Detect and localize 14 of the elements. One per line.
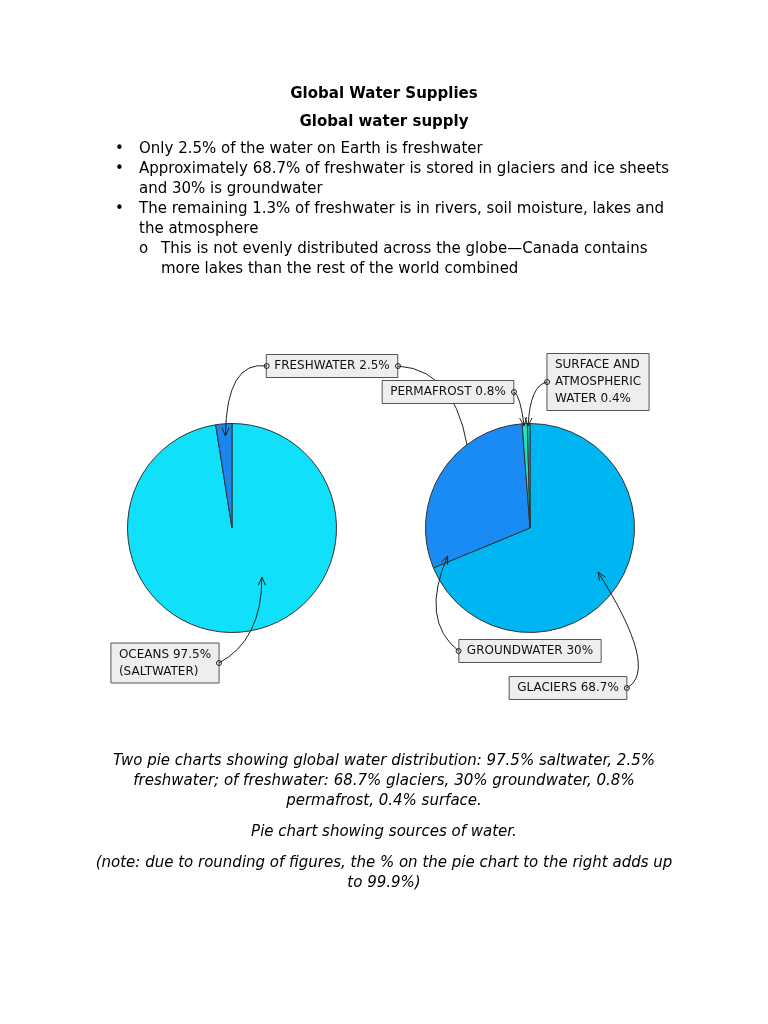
text: (note: due to rounding of figures, the % on the pie chart to the right adds up to 99.9%) <box>94 852 674 892</box>
slice-label: PERMAFROST 0.8% <box>390 384 506 399</box>
text: Two pie charts showing global water distribution: 97.5% saltwater, 2.5% freshwater; of freshwater: 68.7% glaciers, 30% groundwater, 0.8% permafrost, 0.4% surface. <box>112 750 656 810</box>
slice-label: SURFACE AND ATMOSPHERIC WATER 0.4% <box>554 357 642 406</box>
chart-title: Global Water Supplies <box>289 84 479 102</box>
text: o This is not evenly distributed across the globe—Canada contains more lakes than the rest of the world combined <box>139 238 648 277</box>
text: • Approximately 68.7% of freshwater is stored in glaciers and ice sheets and 30% is groundwater <box>115 158 670 197</box>
chart-subtitle: Global water supply <box>298 112 470 130</box>
slice-label: GROUNDWATER 30% <box>466 643 594 658</box>
text: • Only 2.5% of the water on Earth is freshwater <box>115 138 483 158</box>
slice-label: FRESHWATER 2.5% <box>274 358 390 373</box>
slice-label: OCEANS 97.5% (SALTWATER) <box>118 646 212 678</box>
slice-label: GLACIERS 68.7% <box>517 680 619 695</box>
text: Pie chart showing sources of water. <box>250 821 518 841</box>
